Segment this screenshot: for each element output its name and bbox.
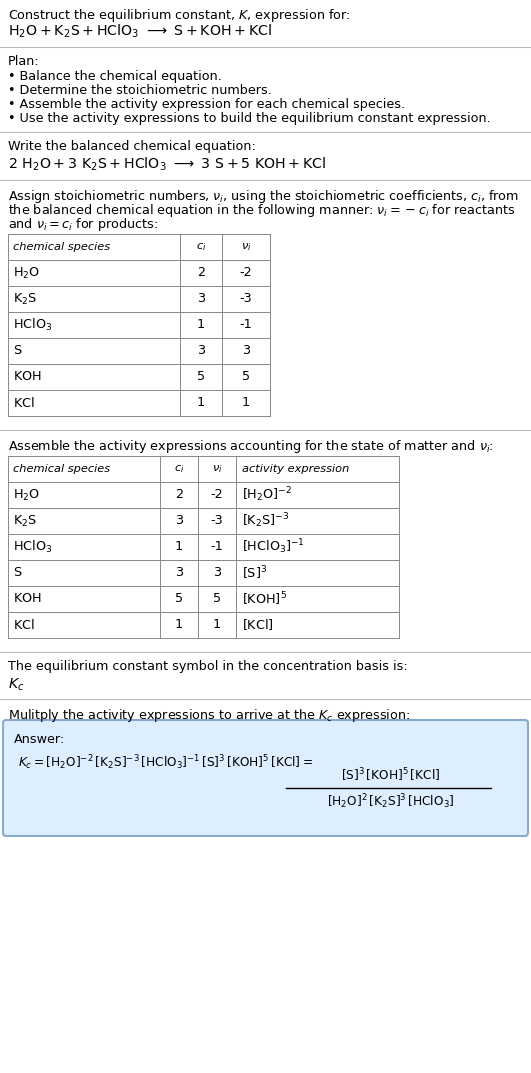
Text: $c_i$: $c_i$: [174, 464, 184, 475]
Text: 5: 5: [213, 592, 221, 605]
Text: • Assemble the activity expression for each chemical species.: • Assemble the activity expression for e…: [8, 98, 405, 111]
Text: 2: 2: [175, 488, 183, 501]
Text: • Determine the stoichiometric numbers.: • Determine the stoichiometric numbers.: [8, 84, 272, 97]
Text: 1: 1: [175, 618, 183, 632]
Text: 5: 5: [197, 370, 205, 383]
Text: -2: -2: [239, 266, 252, 279]
Text: 3: 3: [197, 344, 205, 357]
Text: $K_c$: $K_c$: [8, 677, 24, 693]
Text: $\mathrm{HClO_3}$: $\mathrm{HClO_3}$: [13, 539, 52, 555]
Text: $\mathrm{HClO_3}$: $\mathrm{HClO_3}$: [13, 317, 52, 333]
Text: $\nu_i$: $\nu_i$: [212, 464, 222, 475]
Text: $\mathrm{H_2O}$: $\mathrm{H_2O}$: [13, 265, 40, 280]
Text: $\mathrm{K_2S}$: $\mathrm{K_2S}$: [13, 292, 37, 307]
Text: $[\mathrm{KOH}]^{5}$: $[\mathrm{KOH}]^{5}$: [242, 590, 287, 607]
Text: 1: 1: [197, 397, 205, 410]
Text: 5: 5: [175, 592, 183, 605]
Text: $\mathrm{KCl}$: $\mathrm{KCl}$: [13, 618, 35, 632]
FancyBboxPatch shape: [3, 720, 528, 836]
Text: $\mathrm{KOH}$: $\mathrm{KOH}$: [13, 592, 42, 605]
Text: $[\mathrm{S}]^{3}$: $[\mathrm{S}]^{3}$: [242, 564, 267, 582]
Text: -2: -2: [211, 488, 224, 501]
Text: $[\mathrm{HClO_3}]^{-1}$: $[\mathrm{HClO_3}]^{-1}$: [242, 538, 305, 556]
Text: -3: -3: [211, 514, 224, 528]
Text: 2: 2: [197, 266, 205, 279]
Text: -3: -3: [239, 293, 252, 306]
Text: chemical species: chemical species: [13, 242, 110, 252]
Text: Assemble the activity expressions accounting for the state of matter and $\nu_i$: Assemble the activity expressions accoun…: [8, 438, 494, 455]
Text: Answer:: Answer:: [14, 733, 65, 746]
Text: • Balance the chemical equation.: • Balance the chemical equation.: [8, 70, 222, 83]
Text: 1: 1: [197, 319, 205, 332]
Text: $[\mathrm{H_2O}]^{-2}$: $[\mathrm{H_2O}]^{-2}$: [242, 486, 292, 504]
Text: and $\nu_i = c_i$ for products:: and $\nu_i = c_i$ for products:: [8, 216, 158, 233]
Text: $[\mathrm{H_2O}]^{2}\,[\mathrm{K_2S}]^{3}\,[\mathrm{HClO_3}]$: $[\mathrm{H_2O}]^{2}\,[\mathrm{K_2S}]^{3…: [327, 792, 455, 811]
Text: activity expression: activity expression: [242, 464, 349, 474]
Text: $\mathrm{S}$: $\mathrm{S}$: [13, 344, 22, 357]
Text: 3: 3: [197, 293, 205, 306]
Text: $\mathrm{2\ H_2O + 3\ K_2S + HClO_3 \ \longrightarrow \ 3\ S + 5\ KOH + KCl}$: $\mathrm{2\ H_2O + 3\ K_2S + HClO_3 \ \l…: [8, 156, 327, 174]
Text: $[\mathrm{K_2S}]^{-3}$: $[\mathrm{K_2S}]^{-3}$: [242, 512, 289, 530]
Text: • Use the activity expressions to build the equilibrium constant expression.: • Use the activity expressions to build …: [8, 112, 491, 124]
Text: $\mathrm{K_2S}$: $\mathrm{K_2S}$: [13, 514, 37, 529]
Text: $\mathrm{KCl}$: $\mathrm{KCl}$: [13, 396, 35, 410]
Text: 5: 5: [242, 370, 250, 383]
Text: -1: -1: [239, 319, 252, 332]
Text: Assign stoichiometric numbers, $\nu_i$, using the stoichiometric coefficients, $: Assign stoichiometric numbers, $\nu_i$, …: [8, 188, 519, 205]
Text: chemical species: chemical species: [13, 464, 110, 474]
Text: The equilibrium constant symbol in the concentration basis is:: The equilibrium constant symbol in the c…: [8, 660, 408, 673]
Text: $\mathrm{S}$: $\mathrm{S}$: [13, 567, 22, 579]
Text: $\nu_i$: $\nu_i$: [241, 241, 251, 253]
Text: 1: 1: [213, 618, 221, 632]
Text: $\mathrm{KOH}$: $\mathrm{KOH}$: [13, 370, 42, 383]
Text: 1: 1: [242, 397, 250, 410]
Text: $\mathrm{H_2O}$: $\mathrm{H_2O}$: [13, 487, 40, 502]
Text: Mulitply the activity expressions to arrive at the $K_c$ expression:: Mulitply the activity expressions to arr…: [8, 707, 410, 724]
Text: $K_c = [\mathrm{H_2O}]^{-2}\,[\mathrm{K_2S}]^{-3}\,[\mathrm{HClO_3}]^{-1}\,[\mat: $K_c = [\mathrm{H_2O}]^{-2}\,[\mathrm{K_…: [18, 753, 313, 771]
Text: Plan:: Plan:: [8, 55, 40, 68]
Text: -1: -1: [211, 541, 224, 554]
Text: $[\mathrm{S}]^{3}\,[\mathrm{KOH}]^{5}\,[\mathrm{KCl}]$: $[\mathrm{S}]^{3}\,[\mathrm{KOH}]^{5}\,[…: [341, 766, 441, 784]
Text: $\mathrm{H_2O + K_2S + HClO_3 \ \longrightarrow \ S + KOH + KCl}$: $\mathrm{H_2O + K_2S + HClO_3 \ \longrig…: [8, 23, 272, 41]
Text: 3: 3: [213, 567, 221, 579]
Text: 3: 3: [175, 567, 183, 579]
Text: the balanced chemical equation in the following manner: $\nu_i = -c_i$ for react: the balanced chemical equation in the fo…: [8, 202, 516, 219]
Text: 3: 3: [175, 514, 183, 528]
Text: $c_i$: $c_i$: [196, 241, 206, 253]
Text: 1: 1: [175, 541, 183, 554]
Text: Write the balanced chemical equation:: Write the balanced chemical equation:: [8, 139, 256, 153]
Text: Construct the equilibrium constant, $K$, expression for:: Construct the equilibrium constant, $K$,…: [8, 8, 350, 24]
Text: $[\mathrm{KCl}]$: $[\mathrm{KCl}]$: [242, 618, 274, 632]
Text: 3: 3: [242, 344, 250, 357]
